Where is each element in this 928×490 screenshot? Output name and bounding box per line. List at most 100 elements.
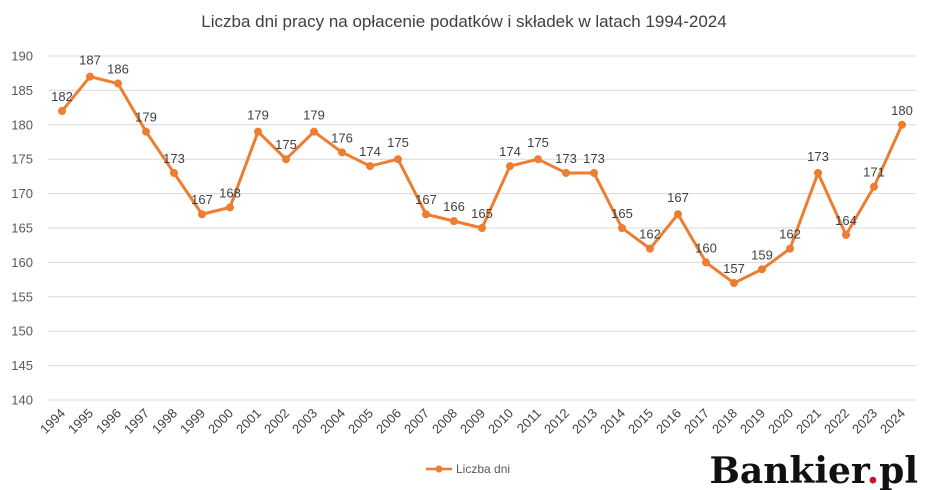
data-label-2013: 173 (583, 151, 605, 166)
y-tick-label-155: 155 (11, 289, 33, 304)
data-label-2014: 165 (611, 206, 633, 221)
logo-name: Bankier (709, 450, 870, 490)
data-label-2017: 160 (695, 240, 717, 255)
x-tick-label-2008: 2008 (429, 406, 460, 437)
data-point-2007 (422, 210, 430, 219)
data-point-2012 (562, 168, 570, 177)
x-tick-label-2013: 2013 (569, 406, 600, 437)
x-tick-label-2009: 2009 (457, 406, 488, 437)
legend-dot-marker (435, 465, 443, 473)
data-point-2008 (450, 217, 458, 226)
data-point-2018 (730, 279, 738, 288)
data-label-1999: 167 (191, 192, 213, 207)
series-liczba-dni (58, 72, 906, 288)
y-tick-label-170: 170 (11, 186, 33, 201)
logo-dot: . (867, 450, 880, 490)
x-tick-label-2000: 2000 (205, 406, 236, 437)
x-tick-label-2004: 2004 (317, 406, 348, 437)
data-point-2024 (898, 120, 906, 129)
data-point-2004 (338, 148, 346, 157)
x-tick-label-2006: 2006 (373, 406, 404, 437)
x-tick-label-2020: 2020 (765, 406, 796, 437)
x-tick-label-2015: 2015 (625, 406, 656, 437)
data-label-2008: 166 (443, 199, 465, 214)
x-tick-label-2021: 2021 (793, 406, 824, 437)
data-point-2016 (674, 210, 682, 219)
data-label-1997: 179 (135, 110, 157, 125)
data-label-2015: 162 (639, 227, 661, 242)
data-label-2006: 175 (387, 135, 409, 150)
x-tick-label-2007: 2007 (401, 406, 432, 437)
data-point-2009 (478, 224, 486, 232)
data-point-2015 (646, 244, 654, 253)
data-label-2009: 165 (471, 206, 493, 221)
data-label-1994: 182 (51, 89, 73, 104)
y-tick-label-165: 165 (11, 221, 33, 236)
y-axis-ticks: 140 145 150 155 160 165 170 175 180 185 190 (11, 49, 33, 408)
data-point-2011 (534, 155, 542, 164)
x-tick-label-2001: 2001 (233, 406, 264, 437)
y-tick-label-185: 185 (11, 83, 33, 98)
chart-title: Liczba dni pracy na opłacenie podatków i… (201, 12, 726, 31)
data-point-2014 (618, 224, 626, 232)
y-tick-label-175: 175 (11, 152, 33, 167)
x-tick-label-1996: 1996 (93, 406, 124, 437)
legend-label: Liczba dni (456, 462, 510, 476)
data-labels: 182 187 186 179 173 167 168 179 175 179 176 174 175 1… (51, 53, 913, 276)
x-tick-label-2017: 2017 (681, 406, 712, 437)
data-label-2004: 176 (331, 130, 353, 145)
data-label-2002: 175 (275, 137, 297, 152)
data-label-1995: 187 (79, 53, 101, 68)
data-label-2000: 168 (219, 185, 241, 200)
data-point-2003 (310, 127, 318, 136)
data-point-2010 (506, 162, 514, 171)
y-tick-label-150: 150 (11, 324, 33, 339)
logo-tld: pl (879, 450, 918, 490)
data-point-2017 (702, 258, 710, 267)
data-label-2010: 174 (499, 144, 521, 159)
data-point-2000 (226, 203, 234, 212)
x-tick-label-2024: 2024 (877, 406, 908, 437)
data-label-2020: 162 (779, 227, 801, 242)
y-tick-label-180: 180 (11, 117, 33, 132)
bankier-logo-text: Bankier.pl (709, 450, 918, 490)
x-tick-label-2018: 2018 (709, 406, 740, 437)
data-point-2002 (282, 155, 290, 164)
data-label-2003: 179 (303, 108, 325, 123)
data-label-1998: 173 (163, 151, 185, 166)
x-tick-label-1995: 1995 (65, 406, 96, 437)
data-label-2021: 173 (807, 149, 829, 164)
data-label-2022: 164 (835, 213, 857, 228)
x-tick-label-2023: 2023 (849, 406, 880, 437)
data-point-2019 (758, 265, 766, 274)
data-point-2020 (786, 244, 794, 253)
data-label-2011: 175 (527, 135, 549, 150)
x-tick-label-1994: 1994 (37, 406, 68, 437)
x-tick-label-2010: 2010 (485, 406, 516, 437)
x-tick-label-1999: 1999 (177, 406, 208, 437)
x-tick-label-2002: 2002 (261, 406, 292, 437)
data-point-2023 (870, 182, 878, 191)
data-point-2022 (842, 230, 850, 239)
x-tick-label-2019: 2019 (737, 406, 768, 437)
data-label-2016: 167 (667, 190, 689, 205)
y-tick-label-190: 190 (11, 49, 33, 64)
x-tick-label-2022: 2022 (821, 406, 852, 437)
legend: Liczba dni (426, 462, 510, 476)
data-point-1995 (86, 72, 94, 81)
x-tick-label-2005: 2005 (345, 406, 376, 437)
x-tick-label-2016: 2016 (653, 406, 684, 437)
data-point-2021 (814, 168, 822, 177)
series-line (60, 75, 904, 285)
data-label-2007: 167 (415, 192, 437, 207)
data-point-1999 (198, 210, 206, 219)
y-tick-label-160: 160 (11, 255, 33, 270)
x-tick-label-1997: 1997 (121, 406, 152, 437)
data-label-2024: 180 (891, 103, 913, 118)
data-label-2012: 173 (555, 151, 577, 166)
data-label-2019: 159 (751, 247, 773, 262)
data-point-2001 (254, 127, 262, 136)
y-tick-label-140: 140 (11, 393, 33, 408)
x-tick-label-2012: 2012 (541, 406, 572, 437)
